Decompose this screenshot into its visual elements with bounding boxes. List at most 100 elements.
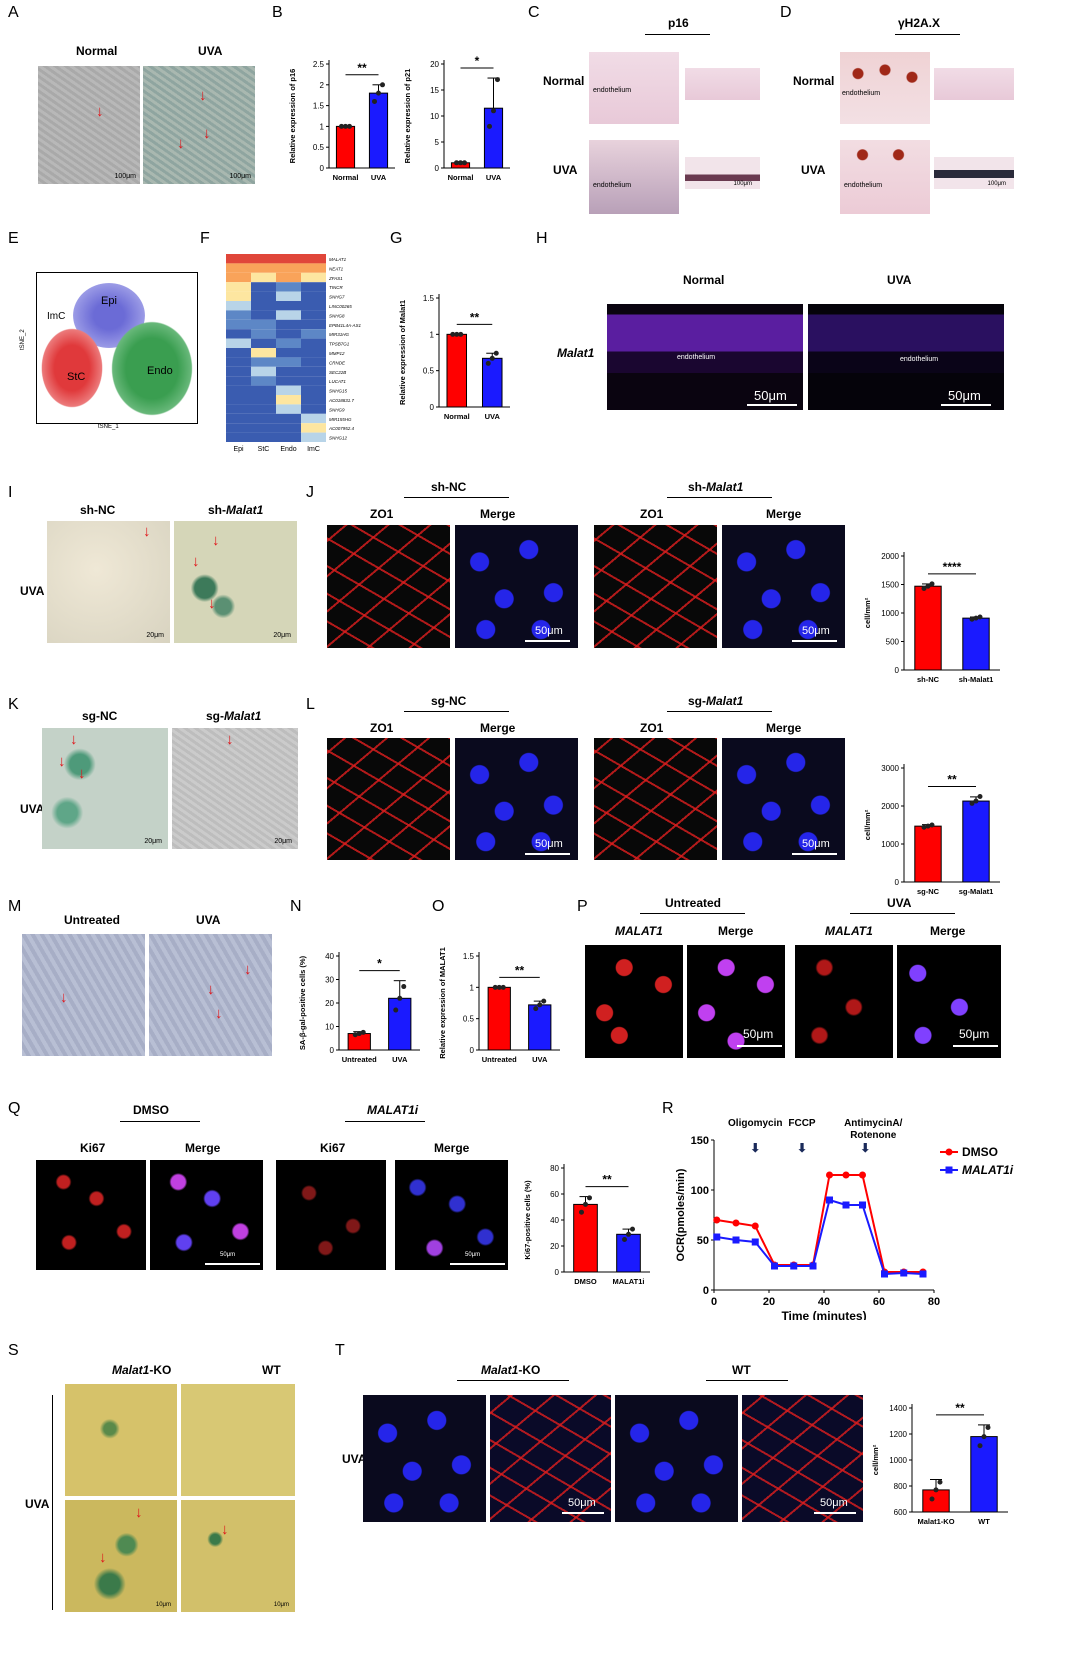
y-tick-label: 2 <box>320 81 325 90</box>
chart-j-density: 0 500 1000 1500 2000 cell/mm² sh-NC sh-Malat1 **… <box>863 552 1000 684</box>
panel-q-right: MALAT1i <box>367 1103 419 1117</box>
scale-label: 50μm <box>959 1027 990 1041</box>
heatmap-cell <box>301 423 326 433</box>
zo1-label: ZO1 <box>640 507 664 521</box>
panel-h-uva-image: endothelium 50μm <box>808 304 1004 410</box>
significance-label: ** <box>955 1401 965 1415</box>
heatmap-cell <box>276 282 301 292</box>
merge-label: Merge <box>766 507 802 521</box>
injection-label: Rotenone <box>850 1130 897 1141</box>
data-point <box>771 1262 778 1270</box>
y-tick-label: 1400 <box>889 1404 907 1413</box>
malat1-label: MALAT1 <box>825 924 873 938</box>
red-arrow-icon: ↓ <box>78 765 86 782</box>
panel-letter-k: K <box>8 696 19 713</box>
data-point <box>925 823 931 829</box>
scale-label: 50μm <box>754 388 787 403</box>
heatmap-cell <box>276 272 301 283</box>
data-point <box>842 1201 850 1209</box>
data-point <box>751 1222 759 1230</box>
y-tick-label: 600 <box>894 1508 908 1517</box>
endothelium-label: endothelium <box>677 354 716 361</box>
red-arrow-icon: ↓ <box>58 753 66 770</box>
x-tick-label: Normal <box>448 173 474 182</box>
heatmap-cell <box>251 385 276 395</box>
red-arrow-icon: ↓ <box>99 1549 107 1566</box>
x-tick-label: DMSO <box>574 1277 597 1286</box>
data-point <box>352 1032 358 1038</box>
panel-t-row: UVA <box>342 1452 367 1466</box>
heatmap-gene-label: SNHG12 <box>329 436 348 441</box>
data-point <box>583 1201 588 1207</box>
y-tick-label: 80 <box>550 1164 559 1173</box>
tsne-x-label: tSNE_1 <box>98 424 119 430</box>
y-axis-label: cell/mm² <box>871 1444 880 1475</box>
data-point <box>977 1443 983 1449</box>
bar <box>388 997 412 1051</box>
y-axis-label: cell/mm² <box>863 809 872 840</box>
data-point <box>622 1237 627 1242</box>
y-tick-label: 0 <box>703 1285 709 1297</box>
heatmap-cell <box>251 272 276 283</box>
heatmap-cell <box>226 404 251 414</box>
y-tick-label: 40 <box>550 1216 559 1225</box>
chart-t-density: 600 800 1000 1200 1400 cell/mm² Malat1-KO WT ** <box>871 1401 1008 1526</box>
data-point <box>339 123 344 129</box>
panel-s-right: WT <box>262 1363 281 1377</box>
panel-j-image-2: 50μm <box>455 525 578 648</box>
panel-l-left: sg-NC <box>431 694 467 708</box>
heatmap-cell <box>276 395 301 405</box>
panel-i-row: UVA <box>20 584 45 598</box>
data-point <box>973 798 979 804</box>
y-tick-label: 60 <box>550 1190 559 1199</box>
red-arrow-icon: ↓ <box>177 135 185 152</box>
panel-i-left: sh-NC <box>80 503 116 517</box>
panel-h-normal-image: endothelium 50μm <box>607 304 803 410</box>
panel-letter-p: P <box>577 898 588 915</box>
heatmap-cell <box>226 291 251 301</box>
y-tick-label: 5 <box>435 138 440 147</box>
panel-i-right-image: ↓ ↓ ↓ 20μm <box>174 521 297 643</box>
zo1-label: ZO1 <box>370 721 394 735</box>
cluster-label-epi: Epi <box>101 295 117 307</box>
zo1-label: ZO1 <box>370 507 394 521</box>
heatmap-cell <box>251 357 276 367</box>
heatmap-cell <box>276 404 301 414</box>
data-point <box>376 90 381 96</box>
heatmap-cell <box>251 301 276 311</box>
heatmap-cell <box>226 329 251 339</box>
panel-t-right: WT <box>732 1363 751 1377</box>
panel-p-left: Untreated <box>665 896 722 910</box>
heatmap-cell <box>226 385 251 395</box>
panel-m-left: Untreated <box>64 913 121 927</box>
y-tick-label: 1.5 <box>463 952 475 961</box>
heatmap-cell <box>301 376 326 386</box>
scale-label: 50μm <box>568 1497 596 1509</box>
panel-l-right: sg-Malat1 <box>688 694 744 708</box>
x-tick-label: 40 <box>818 1296 830 1308</box>
y-tick-label: 10 <box>430 112 439 121</box>
down-arrow-icon: ⬇ <box>860 1141 870 1155</box>
heatmap-gene-label: LUCAT1 <box>329 379 346 384</box>
x-tick-label: WT <box>978 1517 990 1526</box>
scale-label: 50μm <box>465 1252 481 1258</box>
scale-label: 100μm <box>114 173 136 180</box>
x-tick-label: Untreated <box>482 1055 517 1064</box>
panel-p-right: UVA <box>887 896 912 910</box>
heatmap-cell <box>226 254 251 264</box>
heatmap-cell <box>276 254 301 264</box>
panel-t-image-2: 50μm <box>490 1395 611 1522</box>
heatmap-cell <box>301 413 326 424</box>
data-point <box>458 331 464 337</box>
heatmap-cell <box>276 301 301 311</box>
panel-m-right: UVA <box>196 913 221 927</box>
heatmap-cell <box>226 413 251 424</box>
y-axis-label: OCR(pmoles/min) <box>675 1168 687 1261</box>
y-tick-label: 1000 <box>881 840 899 849</box>
series-line <box>716 1174 923 1273</box>
heatmap-cell <box>251 432 276 442</box>
scale-label: 100μm <box>733 181 752 187</box>
significance-label: * <box>475 54 480 68</box>
bar <box>481 357 503 408</box>
bar <box>970 1436 998 1513</box>
